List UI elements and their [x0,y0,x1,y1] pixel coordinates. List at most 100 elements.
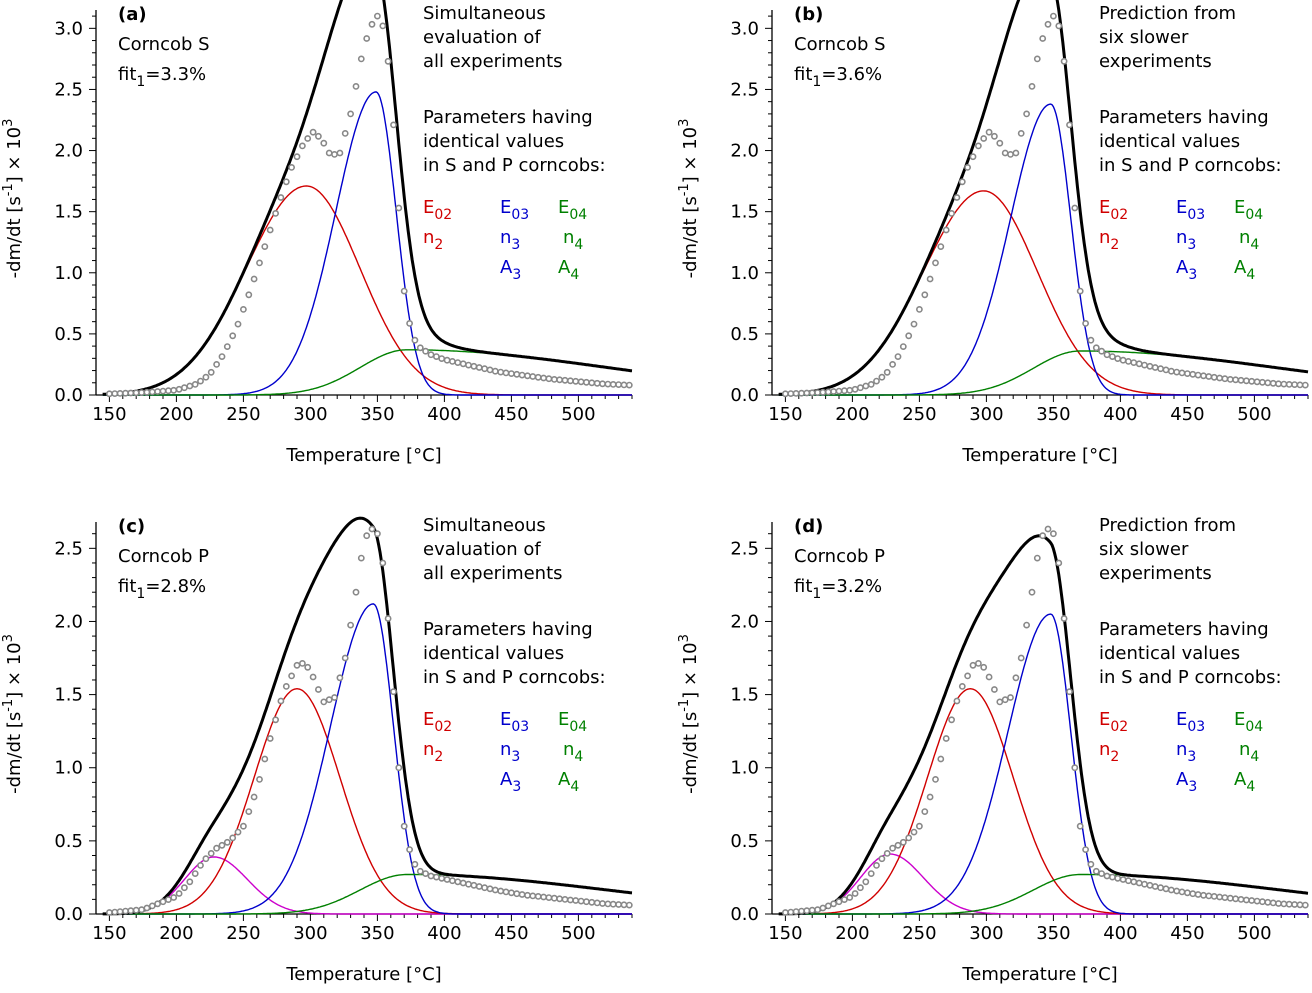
measured-point [889,360,896,368]
measured-point [588,898,596,906]
measured-point [985,673,993,681]
measured-point [841,387,848,395]
measured-point [529,892,537,900]
param-label: A4 [558,769,579,795]
measured-point [116,908,124,915]
measured-point [218,841,226,849]
y-tick-label: 0.5 [54,831,83,852]
measured-point [298,142,306,150]
y-tick-label: 0.0 [54,904,83,925]
panel-label: (c) [118,516,145,537]
x-axis-title: Temperature [°C] [285,964,441,985]
measured-point [1017,129,1025,137]
measured-point [1066,121,1073,129]
measured-point [438,355,446,362]
measured-point [524,372,531,380]
measured-point [357,55,365,63]
measured-point [905,332,913,340]
measured-point [309,673,317,681]
measured-point [1055,559,1063,567]
param-label: n3 [1176,739,1196,765]
x-tick-label: 400 [427,404,461,425]
param-label: A3 [500,257,521,283]
param-label: E04 [1234,709,1263,735]
measured-point [497,887,505,895]
panel-b: 150 200 250 300 350 400 450 500 0.0 0.5 1.0 1.5 2.0 2… [677,0,1309,466]
measured-point [207,850,215,857]
note-line: six slower [1099,539,1189,560]
measured-point [491,886,499,894]
measured-point [106,390,113,398]
measured-point [331,694,338,701]
param-label: E03 [500,709,529,735]
measured-point [363,532,371,540]
x-tick-label: 350 [360,923,394,944]
measured-point [969,661,977,669]
x-tick-label: 450 [1170,923,1204,944]
measured-point [878,373,886,381]
measured-point [905,834,913,842]
measured-point [1017,654,1025,662]
y-tick-label: 0.0 [730,385,759,406]
measured-point [1012,149,1020,157]
measured-point [1184,889,1191,897]
measured-point [540,374,547,382]
sample-name: Corncob P [118,546,209,567]
note-line: experiments [1099,563,1212,584]
x-axis-title: Temperature [°C] [961,964,1117,985]
measured-point [143,388,151,396]
param-heading-line: in S and P corncobs: [1099,155,1282,176]
measured-point [282,178,290,186]
measured-point [1162,366,1170,374]
measured-point [277,194,285,201]
panel-c: 150 200 250 300 350 400 450 500 0.0 0.5 1.0 1.5 2.0 2… [1,515,633,985]
measured-point [314,132,322,140]
measured-point [803,907,811,915]
measured-point [625,381,633,389]
measured-point [889,844,896,852]
measured-point [1200,891,1207,899]
measured-point [824,902,832,910]
y-tick-label: 2.0 [54,141,83,162]
x-tick-label: 450 [494,404,528,425]
measured-point [325,696,333,704]
note-line: all experiments [423,51,563,72]
y-tick-label: 0.5 [730,324,759,345]
measured-point [620,901,628,909]
measured-point [1200,372,1207,380]
measured-point [1071,204,1079,212]
measured-point [1291,901,1298,908]
measured-point [583,898,590,906]
panel-label: (d) [794,516,823,537]
measured-point [250,793,258,801]
param-heading-line: identical values [423,131,564,152]
measured-point [916,305,923,313]
measured-point [1060,615,1068,622]
measured-point [577,897,585,905]
measured-point [862,878,870,886]
panel-d: 150 200 250 300 350 400 450 500 0.0 0.5 1.0 1.5 2.0 2… [677,515,1309,985]
measured-point [357,554,365,562]
x-tick-label: 450 [494,923,528,944]
measured-point [609,380,617,388]
measured-point [561,376,569,384]
param-label: A4 [558,257,579,283]
param-heading-line: Parameters having [1099,107,1269,128]
measured-point [1184,370,1191,377]
note-line: Simultaneous [423,515,546,536]
measured-point [518,371,526,379]
measured-point [814,389,821,396]
x-tick-label: 250 [902,923,936,944]
note-line: evaluation of [423,539,541,560]
measured-point [545,375,553,383]
param-heading-line: in S and P corncobs: [423,155,606,176]
measured-point [1226,375,1234,383]
measured-point [1023,110,1030,118]
measured-point [593,379,601,387]
measured-point [1216,893,1223,901]
measured-point [964,672,971,680]
measured-point [170,386,178,394]
measured-point [438,874,446,882]
x-axis-title: Temperature [°C] [285,445,441,466]
measured-point [1092,867,1100,875]
